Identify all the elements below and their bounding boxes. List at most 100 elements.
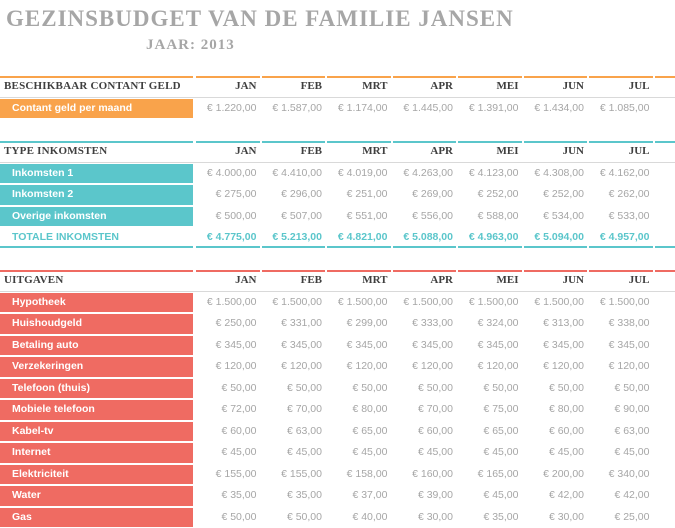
value-cell[interactable]: € 50,00 (262, 378, 326, 400)
value-cell[interactable]: € 50,00 (262, 507, 326, 528)
value-cell[interactable]: € 50,00 (524, 378, 588, 400)
value-cell[interactable]: € 120,00 (393, 356, 457, 378)
value-cell[interactable]: € 345,00 (458, 335, 522, 357)
value-cell[interactable]: € 65,00 (458, 421, 522, 443)
value-cell[interactable]: € 1.500,00 (393, 292, 457, 314)
value-cell[interactable]: € 160,00 (393, 464, 457, 486)
value-cell[interactable]: € 275,00 (196, 184, 260, 206)
value-cell[interactable]: € 299,00 (327, 313, 391, 335)
value-cell[interactable]: € 35,00 (458, 507, 522, 528)
value-cell[interactable]: € 120,00 (524, 356, 588, 378)
row-label[interactable]: Kabel-tv (0, 422, 193, 442)
value-cell[interactable]: € 1.500,00 (458, 292, 522, 314)
value-cell[interactable]: € 4.410,00 (262, 163, 326, 185)
value-cell[interactable]: € 1.445,00 (393, 98, 457, 120)
value-cell[interactable]: € 1.500,00 (589, 292, 653, 314)
value-cell[interactable]: € 1.085,00 (589, 98, 653, 120)
value-cell[interactable]: € 40,00 (327, 507, 391, 528)
row-label[interactable]: Water (0, 486, 193, 506)
value-cell[interactable]: € 35,00 (262, 485, 326, 507)
value-cell[interactable]: € 50,00 (196, 378, 260, 400)
value-cell[interactable]: € 120,00 (327, 356, 391, 378)
value-cell[interactable]: € 556,00 (393, 206, 457, 228)
value-cell[interactable]: € 45,00 (327, 442, 391, 464)
value-cell[interactable]: € 296,00 (262, 184, 326, 206)
value-cell[interactable]: € 345,00 (327, 335, 391, 357)
row-label[interactable]: Elektriciteit (0, 465, 193, 485)
value-cell[interactable]: € 4.308,00 (524, 163, 588, 185)
value-cell[interactable]: € 345,00 (196, 335, 260, 357)
value-cell[interactable]: € 35,00 (196, 485, 260, 507)
value-cell[interactable]: € 45,00 (458, 485, 522, 507)
row-label[interactable]: Inkomsten 2 (0, 185, 193, 205)
value-cell[interactable]: € 1.500,00 (524, 292, 588, 314)
value-cell[interactable]: € 1.500,00 (262, 292, 326, 314)
value-cell[interactable]: € 345,00 (589, 335, 653, 357)
value-cell[interactable]: € 533,00 (589, 206, 653, 228)
row-label[interactable]: Huishoudgeld (0, 314, 193, 334)
value-cell[interactable]: € 42,00 (589, 485, 653, 507)
value-cell[interactable]: € 1.587,00 (262, 98, 326, 120)
value-cell[interactable]: € 75,00 (458, 399, 522, 421)
row-label[interactable]: Gas (0, 508, 193, 528)
row-label[interactable]: Verzekeringen (0, 357, 193, 377)
value-cell[interactable]: € 338,00 (589, 313, 653, 335)
value-cell[interactable]: € 80,00 (524, 399, 588, 421)
value-cell[interactable]: € 45,00 (524, 442, 588, 464)
value-cell[interactable]: € 252,00 (458, 184, 522, 206)
value-cell[interactable]: € 1.434,00 (524, 98, 588, 120)
value-cell[interactable]: € 60,00 (393, 421, 457, 443)
value-cell[interactable]: € 72,00 (196, 399, 260, 421)
value-cell[interactable]: € 551,00 (327, 206, 391, 228)
value-cell[interactable]: € 340,00 (589, 464, 653, 486)
value-cell[interactable]: € 331,00 (262, 313, 326, 335)
value-cell[interactable]: € 65,00 (327, 421, 391, 443)
value-cell[interactable]: € 507,00 (262, 206, 326, 228)
value-cell[interactable]: € 50,00 (196, 507, 260, 528)
value-cell[interactable]: € 313,00 (524, 313, 588, 335)
value-cell[interactable]: € 155,00 (196, 464, 260, 486)
value-cell[interactable]: € 333,00 (393, 313, 457, 335)
value-cell[interactable]: € 120,00 (262, 356, 326, 378)
value-cell[interactable]: € 70,00 (393, 399, 457, 421)
value-cell[interactable]: € 588,00 (458, 206, 522, 228)
value-cell[interactable]: € 120,00 (196, 356, 260, 378)
value-cell[interactable]: € 269,00 (393, 184, 457, 206)
row-label[interactable]: Betaling auto (0, 336, 193, 356)
value-cell[interactable]: € 1.391,00 (458, 98, 522, 120)
value-cell[interactable]: € 45,00 (262, 442, 326, 464)
value-cell[interactable]: € 1.174,00 (327, 98, 391, 120)
value-cell[interactable]: € 1.500,00 (196, 292, 260, 314)
value-cell[interactable]: € 50,00 (589, 378, 653, 400)
value-cell[interactable]: € 25,00 (589, 507, 653, 528)
value-cell[interactable]: € 4.000,00 (196, 163, 260, 185)
value-cell[interactable]: € 63,00 (262, 421, 326, 443)
value-cell[interactable]: € 30,00 (524, 507, 588, 528)
value-cell[interactable]: € 1.220,00 (196, 98, 260, 120)
value-cell[interactable]: € 120,00 (458, 356, 522, 378)
value-cell[interactable]: € 50,00 (393, 378, 457, 400)
row-label[interactable]: Inkomsten 1 (0, 164, 193, 184)
value-cell[interactable]: € 500,00 (196, 206, 260, 228)
value-cell[interactable]: € 4.019,00 (327, 163, 391, 185)
value-cell[interactable]: € 37,00 (327, 485, 391, 507)
value-cell[interactable]: € 4.123,00 (458, 163, 522, 185)
value-cell[interactable]: € 60,00 (196, 421, 260, 443)
value-cell[interactable]: € 63,00 (589, 421, 653, 443)
value-cell[interactable]: € 45,00 (393, 442, 457, 464)
value-cell[interactable]: € 165,00 (458, 464, 522, 486)
value-cell[interactable]: € 345,00 (524, 335, 588, 357)
value-cell[interactable]: € 42,00 (524, 485, 588, 507)
row-label[interactable]: Internet (0, 443, 193, 463)
row-label[interactable]: Telefoon (thuis) (0, 379, 193, 399)
value-cell[interactable]: € 1.500,00 (327, 292, 391, 314)
value-cell[interactable]: € 60,00 (524, 421, 588, 443)
value-cell[interactable]: € 324,00 (458, 313, 522, 335)
value-cell[interactable]: € 262,00 (589, 184, 653, 206)
value-cell[interactable]: € 200,00 (524, 464, 588, 486)
row-label[interactable]: Mobiele telefoon (0, 400, 193, 420)
row-label[interactable]: Overige inkomsten (0, 207, 193, 227)
value-cell[interactable]: € 120,00 (589, 356, 653, 378)
value-cell[interactable]: € 45,00 (589, 442, 653, 464)
value-cell[interactable]: € 345,00 (262, 335, 326, 357)
